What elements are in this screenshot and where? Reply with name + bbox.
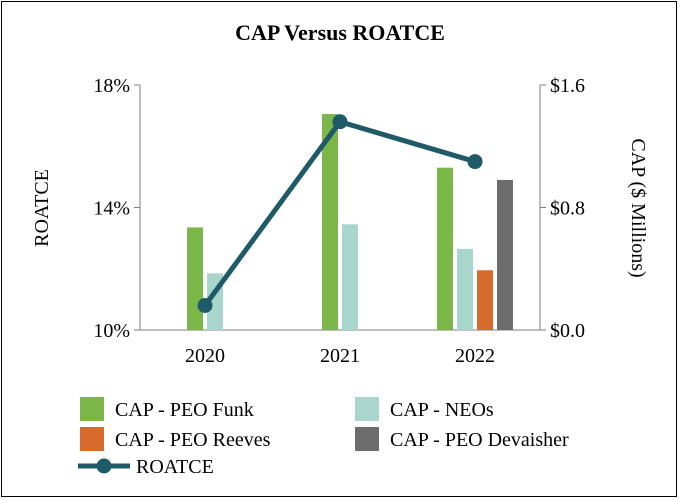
bar-cap-neos-2022 xyxy=(457,248,473,330)
legend-line-marker xyxy=(96,458,112,474)
left-tick-label: 10% xyxy=(93,320,130,342)
legend-label: CAP - PEO Reeves xyxy=(115,429,271,451)
bar-cap-peo-funk-2022 xyxy=(437,167,453,330)
legend-label: ROATCE xyxy=(136,456,214,478)
legend-label: CAP - NEOs xyxy=(390,399,494,421)
right-tick-label: $0.0 xyxy=(550,320,585,342)
legend-label: CAP - PEO Funk xyxy=(115,399,254,421)
legend-swatch xyxy=(80,397,104,421)
chart-title: CAP Versus ROATCE xyxy=(235,20,445,45)
left-tick-label: 18% xyxy=(93,75,130,97)
right-tick-label: $0.8 xyxy=(550,198,585,220)
x-tick-label: 2021 xyxy=(320,345,360,367)
left-axis-label: ROATCE xyxy=(31,169,53,247)
roatce-line xyxy=(202,119,476,307)
right-tick-label: $1.6 xyxy=(550,75,585,97)
bar-cap-peo-devaisher-2022 xyxy=(497,179,513,330)
bar-cap-peo-reeves-2022 xyxy=(477,270,493,330)
bar-cap-neos-2021 xyxy=(342,224,358,330)
x-tick-label: 2020 xyxy=(185,345,225,367)
legend-swatch xyxy=(355,427,379,451)
roatce-point-2021 xyxy=(332,114,348,130)
roatce-point-2022 xyxy=(467,154,483,170)
bar-cap-peo-funk-2021 xyxy=(322,114,338,330)
legend-swatch xyxy=(355,397,379,421)
legend-swatch xyxy=(80,427,104,451)
right-axis-label: CAP ($ Millions) xyxy=(627,138,649,277)
legend-label: CAP - PEO Devaisher xyxy=(390,429,569,451)
x-tick-label: 2022 xyxy=(455,345,495,367)
bar-cap-peo-funk-2020 xyxy=(187,227,203,330)
roatce-point-2020 xyxy=(197,298,213,313)
left-tick-label: 14% xyxy=(93,198,130,220)
